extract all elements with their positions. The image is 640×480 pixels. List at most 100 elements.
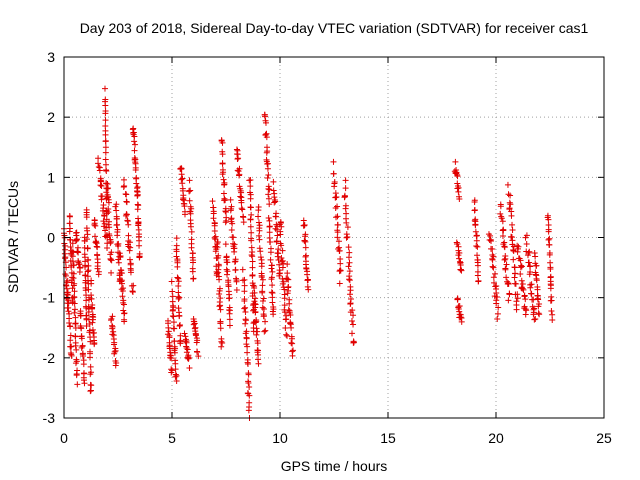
data-point	[217, 325, 224, 332]
data-point	[123, 211, 130, 218]
data-point	[345, 263, 352, 270]
data-point	[239, 206, 246, 213]
data-point	[106, 224, 113, 231]
data-point	[228, 215, 235, 222]
data-point	[267, 249, 274, 256]
data-point	[166, 332, 173, 339]
y-tick-label: 3	[47, 49, 55, 65]
data-point	[213, 270, 220, 277]
data-point	[502, 265, 509, 272]
data-point	[183, 338, 190, 345]
data-point	[518, 277, 525, 284]
data-point	[102, 131, 109, 138]
data-point	[493, 290, 500, 297]
data-point	[287, 319, 294, 326]
data-point	[520, 286, 527, 293]
data-point	[220, 190, 227, 197]
data-point	[82, 272, 89, 279]
x-tick-label: 25	[596, 430, 612, 446]
data-point	[495, 304, 502, 311]
data-point	[81, 380, 88, 387]
data-point	[184, 346, 191, 353]
data-point	[70, 270, 77, 277]
data-point	[303, 265, 310, 272]
data-point	[108, 269, 115, 276]
data-point	[288, 339, 295, 346]
data-point	[129, 288, 136, 295]
data-point	[67, 236, 74, 243]
axis-ticks	[63, 56, 605, 419]
data-point	[194, 337, 201, 344]
data-point	[248, 252, 255, 259]
data-point	[87, 363, 94, 370]
data-point	[188, 205, 195, 212]
data-point	[342, 202, 349, 209]
data-point	[350, 321, 357, 328]
data-point	[527, 263, 534, 270]
data-point	[66, 228, 73, 235]
data-point	[102, 102, 109, 109]
data-point	[276, 261, 283, 268]
data-point	[548, 308, 555, 315]
data-point	[456, 195, 463, 202]
data-point	[332, 194, 339, 201]
data-point	[126, 247, 133, 254]
data-point	[507, 192, 514, 199]
data-point	[305, 276, 312, 283]
data-point	[173, 378, 180, 385]
data-point	[494, 310, 501, 317]
data-point	[181, 330, 188, 337]
data-point	[281, 309, 288, 316]
data-point	[133, 174, 140, 181]
data-point	[454, 296, 461, 303]
data-point	[518, 262, 525, 269]
data-point	[346, 259, 353, 266]
data-point	[87, 387, 94, 394]
y-tick-label: 2	[47, 109, 55, 125]
data-point	[102, 110, 109, 117]
data-point	[490, 253, 497, 260]
data-point	[347, 291, 354, 298]
data-point	[290, 347, 297, 354]
data-point	[285, 287, 292, 294]
data-point	[247, 223, 254, 230]
data-point	[102, 156, 109, 163]
data-point	[211, 228, 218, 235]
data-point	[83, 297, 90, 304]
data-point	[186, 197, 193, 204]
data-point	[222, 209, 229, 216]
data-point	[187, 210, 194, 217]
data-point	[175, 282, 182, 289]
data-point	[264, 165, 271, 172]
data-point	[170, 319, 177, 326]
data-point	[125, 232, 132, 239]
data-point	[118, 267, 125, 274]
data-point	[266, 223, 273, 230]
data-point	[102, 161, 109, 168]
data-point	[265, 191, 272, 198]
data-point	[105, 209, 112, 216]
data-point	[86, 320, 93, 327]
data-point	[189, 265, 196, 272]
data-point	[258, 263, 265, 270]
data-point	[278, 242, 285, 249]
data-point	[269, 268, 276, 275]
data-point	[136, 237, 143, 244]
data-point	[282, 324, 289, 331]
data-point	[274, 226, 281, 233]
data-point	[66, 213, 73, 220]
data-point	[241, 305, 248, 312]
data-point	[171, 338, 178, 345]
data-point	[457, 311, 464, 318]
data-point	[115, 259, 122, 266]
data-point	[497, 203, 504, 210]
data-point	[103, 210, 110, 217]
data-point	[487, 236, 494, 243]
data-point	[254, 340, 261, 347]
x-tick-label: 0	[60, 430, 68, 446]
data-point	[511, 264, 518, 271]
data-point	[83, 236, 90, 243]
data-point	[268, 289, 275, 296]
data-point	[261, 328, 268, 335]
data-point	[115, 242, 122, 249]
